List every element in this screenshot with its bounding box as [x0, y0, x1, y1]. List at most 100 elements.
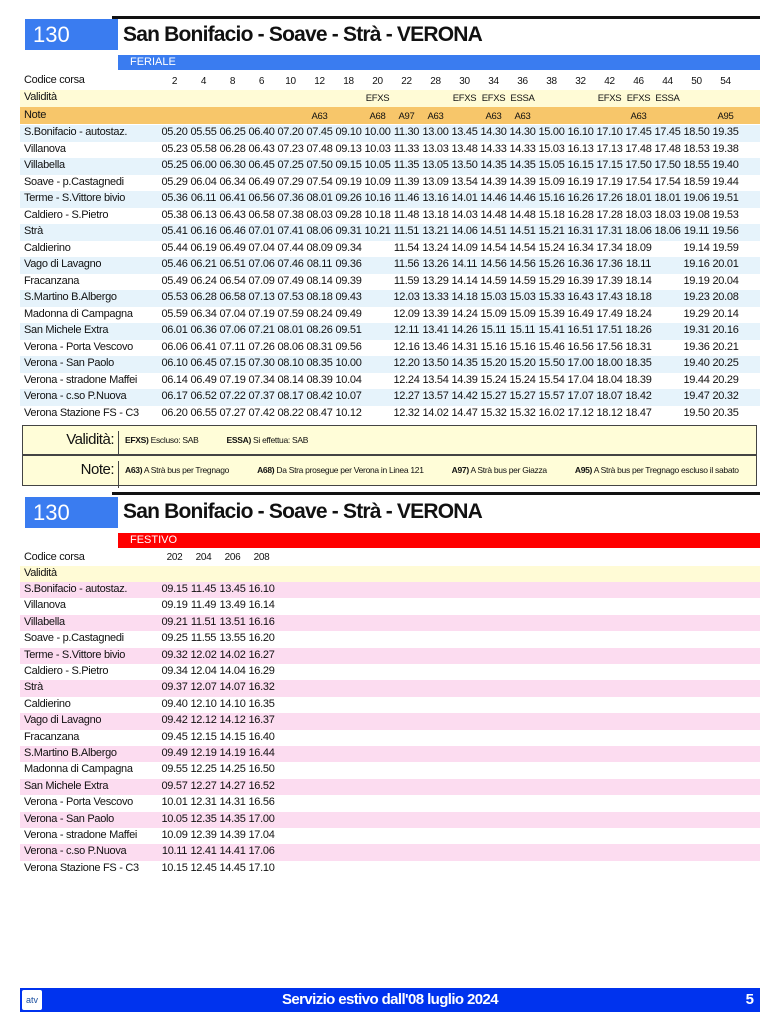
departure-time: 15.24: [538, 241, 565, 254]
departure-time: 06.21: [190, 258, 217, 270]
departure-time: 08.47: [306, 406, 333, 419]
stop-name: Verona - stradone Maffei: [24, 829, 138, 841]
departure-time: 19.11: [683, 225, 710, 237]
departure-time: 06.19: [190, 241, 217, 254]
departure-time: 09.15: [161, 583, 188, 595]
line-number-badge: 130: [25, 19, 118, 50]
departure-time: 13.57: [422, 390, 449, 402]
legend-item: A68) Da Stra prosegue per Verona in Line…: [257, 465, 438, 475]
stop-row: Vago di Lavagno 05.46 06.21 06.51 07.06 07.46…: [20, 257, 760, 274]
departure-time: 14.46: [509, 192, 536, 204]
departure-time: 14.45: [219, 861, 246, 874]
validita-code: EFXS: [626, 93, 651, 104]
departure-time: 14.48: [509, 208, 536, 221]
stop-row: S.Martino B.Albergo 05.53 06.28 06.58 07.13 0…: [20, 290, 760, 307]
codice-corsa: 46: [633, 76, 644, 87]
departure-time: 19.35: [712, 126, 739, 138]
departure-time: 06.30: [219, 159, 246, 171]
departure-time: 09.28: [335, 208, 362, 221]
departure-time: 12.09: [393, 307, 420, 320]
stop-name: San Michele Extra: [24, 324, 109, 336]
stop-row: S.Bonifacio - autostaz. 05.20 05.55 06.25 06…: [20, 125, 760, 142]
departure-time: 06.55: [190, 406, 217, 419]
departure-time: 07.13: [248, 291, 275, 303]
departure-time: 17.06: [248, 845, 275, 858]
departure-time: 07.27: [219, 406, 246, 419]
departure-time: 15.11: [480, 324, 507, 336]
validita-row-festivo: Validità: [20, 566, 760, 582]
stop-row: Villanova 09.19 11.49 13.49 16.14: [20, 598, 760, 614]
stop-name: Strà: [24, 681, 43, 694]
note-legend-heading: Note:: [23, 461, 119, 488]
departure-time: 17.51: [596, 324, 623, 336]
departure-time: 08.10: [277, 357, 304, 369]
departure-time: 15.39: [538, 307, 565, 320]
departure-time: 19.08: [683, 208, 710, 221]
stop-name: Verona - stradone Maffei: [24, 373, 138, 386]
codice-corsa: 20: [372, 76, 383, 87]
departure-time: 09.34: [161, 665, 188, 677]
departure-time: 17.00: [248, 812, 275, 825]
stop-row: Verona Stazione FS - C3 06.20 06.55 07.27 07…: [20, 406, 760, 423]
stop-row: S.Bonifacio - autostaz. 09.15 11.45 13.45 16…: [20, 582, 760, 599]
departure-time: 14.39: [451, 373, 478, 386]
note-code: A68: [369, 111, 386, 122]
departure-time: 12.04: [190, 665, 217, 677]
departure-time: 15.18: [538, 208, 565, 221]
stop-row: Verona - c.so P.Nuova 06.17 06.52 07.22 07.3…: [20, 389, 760, 406]
departure-time: 19.14: [683, 241, 710, 254]
departure-time: 10.09: [161, 829, 188, 841]
legend-item: A63) A Strà bus per Tregnago: [125, 465, 243, 475]
departure-time: 18.42: [625, 390, 652, 402]
stop-name: Verona Stazione FS - C3: [24, 861, 139, 874]
departure-time: 07.42: [248, 406, 275, 419]
departure-time: 09.25: [161, 632, 188, 645]
departure-time: 06.28: [219, 142, 246, 155]
departure-time: 06.40: [248, 126, 275, 138]
departure-time: 07.36: [277, 192, 304, 204]
departure-time: 09.31: [335, 225, 362, 237]
departure-time: 14.56: [480, 258, 507, 270]
note-code: A63: [514, 111, 531, 122]
departure-time: 12.07: [190, 681, 217, 694]
legend-code: A68): [257, 465, 275, 475]
departure-time: 14.02: [219, 648, 246, 661]
departure-time: 14.35: [219, 812, 246, 825]
departure-time: 19.50: [683, 406, 710, 419]
departure-time: 16.39: [567, 274, 594, 287]
legend-item: ESSA) Si effettua: SAB: [227, 435, 323, 445]
departure-time: 15.50: [538, 357, 565, 369]
atv-logo: atv: [22, 990, 42, 1010]
departure-time: 10.09: [364, 175, 391, 188]
departure-time: 15.57: [538, 390, 565, 402]
stop-row: Strà 09.37 12.07 14.07 16.32: [20, 680, 760, 697]
departure-time: 10.12: [335, 406, 362, 419]
departure-time: 17.56: [596, 340, 623, 353]
departure-time: 18.01: [654, 192, 681, 204]
departure-time: 17.50: [625, 159, 652, 171]
stop-row: Verona - Porta Vescovo 10.01 12.31 14.31 16.…: [20, 795, 760, 811]
departure-time: 13.03: [422, 142, 449, 155]
stop-row: Verona - stradone Maffei 10.09 12.39 14.39 1…: [20, 828, 760, 844]
departure-time: 09.49: [335, 307, 362, 320]
departure-time: 06.56: [248, 192, 275, 204]
codice-corsa-label-festivo: Codice corsa: [24, 551, 85, 563]
departure-time: 05.46: [161, 258, 188, 270]
departure-time: 17.45: [654, 126, 681, 138]
departure-time: 13.21: [422, 225, 449, 237]
departure-time: 06.45: [190, 357, 217, 369]
note-code: A97: [398, 111, 415, 122]
departure-time: 15.16: [509, 340, 536, 353]
departure-time: 18.09: [625, 241, 652, 254]
departure-time: 10.03: [364, 142, 391, 155]
departure-time: 16.20: [248, 632, 275, 645]
departure-time: 15.27: [509, 390, 536, 402]
departure-time: 19.06: [683, 192, 710, 204]
departure-time: 15.41: [538, 324, 565, 336]
departure-time: 15.21: [538, 225, 565, 237]
codice-corsa: 4: [200, 76, 207, 87]
departure-time: 16.26: [567, 192, 594, 204]
departure-time: 13.29: [422, 274, 449, 287]
feriale-band: FERIALE: [118, 55, 760, 70]
departure-time: 18.00: [596, 357, 623, 369]
